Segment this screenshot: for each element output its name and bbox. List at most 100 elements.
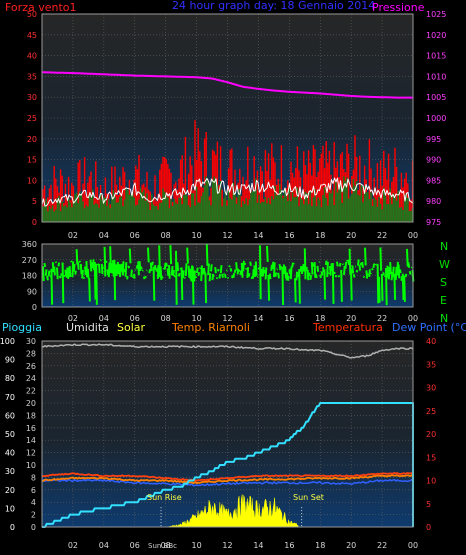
rain-x-tick-label: 06 xyxy=(130,541,140,550)
direction-x-tick-label: 20 xyxy=(346,314,356,323)
temperature-y-tick-label: 35 xyxy=(426,360,436,369)
rain-x-tick-label: 00 xyxy=(408,541,418,550)
pressure-y-tick-label: 1005 xyxy=(426,93,446,102)
wind-y-tick-label: 0 xyxy=(32,218,37,227)
rain-inner-tick-label: 4 xyxy=(31,498,36,507)
wind-y-tick-label: 5 xyxy=(32,197,37,206)
temperature-y-tick-label: 30 xyxy=(426,384,436,393)
wind-x-tick-label: 10 xyxy=(191,231,201,240)
humidity-y-tick-label: 80 xyxy=(5,374,15,383)
compass-s: S xyxy=(440,276,447,289)
temperature-y-tick-label: 20 xyxy=(426,430,436,439)
humidity-y-tick-label: 40 xyxy=(5,449,15,458)
legend-rain: Pioggia xyxy=(2,321,42,334)
wind-x-tick-label: 02 xyxy=(68,231,78,240)
pressure-label: Pressione xyxy=(372,1,425,14)
legend-humidity: Umidita xyxy=(66,321,109,334)
temperature-line xyxy=(41,472,414,482)
rain-inner-tick-label: 28 xyxy=(26,349,36,358)
rain-temp-panel: 0246810121416182022242628300102030405060… xyxy=(0,337,436,550)
rain-panel-frame xyxy=(41,340,414,528)
rain-x-tick-label: 14 xyxy=(253,541,263,550)
pressure-y-tick-label: 1020 xyxy=(426,31,446,40)
wind-x-tick-label: 20 xyxy=(346,231,356,240)
temperature-y-tick-label: 25 xyxy=(426,407,436,416)
rain-inner-tick-label: 22 xyxy=(26,387,36,396)
wind-x-tick-label: 06 xyxy=(130,231,140,240)
rain-inner-tick-label: 20 xyxy=(26,399,36,408)
rain-inner-tick-label: 14 xyxy=(26,436,36,445)
temperature-y-tick-label: 40 xyxy=(426,337,436,346)
compass-n-bottom: N xyxy=(440,312,448,325)
legend-solar: Solar xyxy=(117,321,146,334)
wind-x-tick-label: 00 xyxy=(408,231,418,240)
rain-inner-tick-label: 16 xyxy=(26,424,36,433)
wind-x-tick-label: 16 xyxy=(284,231,294,240)
temperature-y-tick-label: 5 xyxy=(426,500,431,509)
direction-y-tick-label: 180 xyxy=(22,272,37,281)
sun-set-label: Sun Set xyxy=(293,493,324,502)
wind-speed-label: Forza vento1 xyxy=(5,1,77,14)
wind-direction-trace xyxy=(42,244,415,306)
graph-title: 24 hour graph day: 18 Gennaio 2014 xyxy=(172,0,375,12)
temperature-y-tick-label: 15 xyxy=(426,453,436,462)
wind-y-tick-label: 30 xyxy=(27,93,37,102)
compass-n-top: N xyxy=(440,240,448,253)
direction-x-tick-label: 18 xyxy=(315,314,325,323)
wind-y-tick-label: 25 xyxy=(27,114,37,123)
wind-y-tick-label: 40 xyxy=(27,52,37,61)
direction-y-tick-label: 270 xyxy=(22,256,37,265)
direction-panel-frame xyxy=(41,243,414,308)
pressure-y-tick-label: 975 xyxy=(426,218,441,227)
rain-inner-tick-label: 2 xyxy=(31,511,36,520)
wind-x-tick-label: 08 xyxy=(161,231,171,240)
humidity-y-tick-label: 70 xyxy=(5,393,15,402)
wind-y-tick-label: 45 xyxy=(27,31,37,40)
humidity-y-tick-label: 90 xyxy=(5,356,15,365)
legend-temp-indoor: Temp. Riarnoli xyxy=(171,321,250,334)
compass-w: W xyxy=(439,258,450,271)
legend-temperature: Temperatura xyxy=(312,321,383,334)
pressure-y-tick-label: 980 xyxy=(426,197,441,206)
direction-y-tick-label: 0 xyxy=(32,303,37,312)
wind-pressure-panel: 0510152025303540455097598098599099510001… xyxy=(27,10,447,240)
rain-x-tick-label: 16 xyxy=(284,541,294,550)
wind-x-tick-label: 12 xyxy=(222,231,232,240)
wind-y-tick-label: 50 xyxy=(27,10,37,19)
rain-x-tick-label: 08 xyxy=(161,541,171,550)
wind-x-tick-label: 18 xyxy=(315,231,325,240)
humidity-y-tick-label: 0 xyxy=(10,523,15,532)
wind-y-tick-label: 35 xyxy=(27,72,37,81)
humidity-y-tick-label: 50 xyxy=(5,430,15,439)
legend-dew-point: Dew Point (°C) xyxy=(392,321,466,334)
wind-x-tick-label: 22 xyxy=(377,231,387,240)
wind-average-bars xyxy=(42,176,414,222)
humidity-y-tick-label: 20 xyxy=(5,486,15,495)
rain-inner-tick-label: 6 xyxy=(31,486,36,495)
humidity-y-tick-label: 30 xyxy=(5,467,15,476)
wind-y-tick-label: 15 xyxy=(27,156,37,165)
direction-x-tick-label: 10 xyxy=(191,314,201,323)
temperature-y-tick-label: 10 xyxy=(426,477,436,486)
direction-x-tick-label: 02 xyxy=(68,314,78,323)
direction-x-tick-label: 12 xyxy=(222,314,232,323)
pressure-y-tick-label: 1015 xyxy=(426,52,446,61)
direction-x-tick-label: 04 xyxy=(99,314,109,323)
rain-inner-tick-label: 8 xyxy=(31,473,36,482)
direction-y-tick-label: 90 xyxy=(27,287,37,296)
rain-inner-tick-label: 12 xyxy=(26,449,36,458)
direction-x-tick-label: 16 xyxy=(284,314,294,323)
rain-inner-tick-label: 26 xyxy=(26,362,36,371)
pressure-y-tick-label: 985 xyxy=(426,176,441,185)
pressure-y-tick-label: 990 xyxy=(426,156,441,165)
rain-x-tick-label: 22 xyxy=(377,541,387,550)
temp-indoor-line xyxy=(41,474,414,485)
humidity-y-tick-label: 100 xyxy=(0,337,15,346)
rain-cumulative-line xyxy=(42,402,414,528)
rain-x-tick-label: 02 xyxy=(68,541,78,550)
humidity-line xyxy=(41,343,414,359)
rain-inner-tick-label: 24 xyxy=(26,374,36,383)
rain-x-tick-label: 20 xyxy=(346,541,356,550)
